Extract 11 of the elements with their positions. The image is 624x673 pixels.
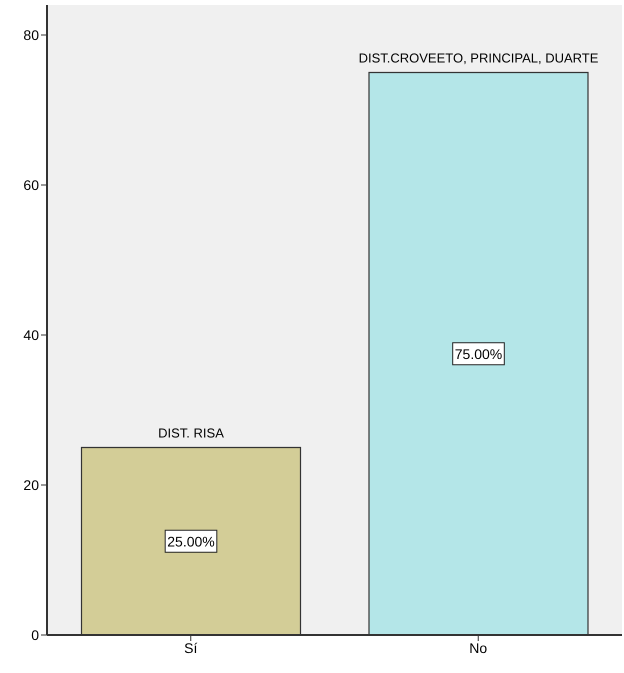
data-label: 75.00% bbox=[454, 346, 502, 362]
data-label: 25.00% bbox=[167, 533, 215, 550]
y-tick-label: 80 bbox=[23, 26, 40, 43]
x-tick-label: Sí bbox=[184, 640, 198, 656]
y-tick-label: 20 bbox=[23, 476, 40, 493]
x-tick-label: No bbox=[469, 640, 488, 656]
y-tick-label: 40 bbox=[23, 326, 40, 343]
annotation: DIST. RISA bbox=[158, 426, 224, 440]
annotation: DIST.CROVEETO, PRINCIPAL, DUARTE bbox=[358, 50, 599, 66]
y-tick-label: 60 bbox=[23, 176, 40, 193]
y-tick-label: 0 bbox=[31, 626, 40, 643]
